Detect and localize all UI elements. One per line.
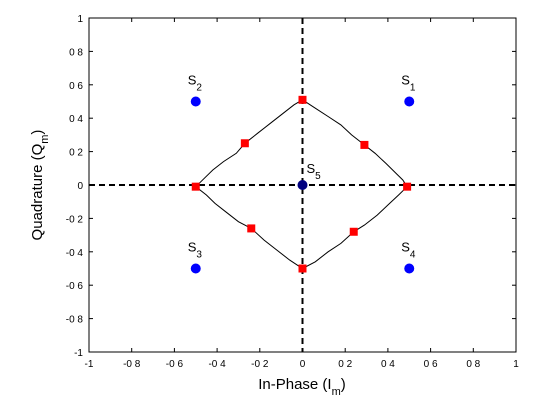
- constellation-label: S1: [401, 73, 416, 94]
- y-tick-label: -1: [74, 348, 83, 359]
- trajectory-marker: [349, 227, 358, 236]
- y-tick-label: -0 6: [66, 281, 84, 292]
- constellation-point: [297, 180, 308, 190]
- trajectory-marker: [298, 95, 307, 104]
- x-tick-label: -0 6: [166, 359, 184, 370]
- x-tick-label: 0: [300, 359, 306, 370]
- x-tick-label: -0 4: [208, 359, 226, 370]
- trajectory-markers: [191, 95, 412, 273]
- x-axis-tick-labels: -1 -0 8 -0 6 -0 4 -0 2 0 0 2 0 4 0 6 0 8 1: [85, 359, 520, 370]
- y-tick-label: -0 2: [66, 214, 84, 225]
- trajectory-marker: [240, 139, 249, 148]
- constellation-labels: S1 S2 S3 S4 S5: [188, 73, 416, 261]
- y-tick-label: 0: [77, 181, 83, 192]
- y-tick-label: 1: [77, 14, 83, 25]
- y-axis-title: Quadrature (Qm): [29, 130, 51, 241]
- x-tick-label: -1: [85, 359, 94, 370]
- x-tick-label: 0 8: [466, 359, 480, 370]
- x-tick-label: 0 6: [424, 359, 438, 370]
- trajectory-marker: [298, 264, 307, 273]
- y-tick-label: 0 8: [69, 47, 83, 58]
- constellation-label: S5: [307, 161, 322, 182]
- constellation-point: [190, 96, 201, 107]
- constellation-point: [404, 263, 415, 274]
- trajectory-marker: [191, 182, 200, 191]
- y-tick-label: 0 2: [69, 148, 83, 159]
- trajectory-marker: [247, 224, 256, 233]
- constellation-label: S3: [188, 240, 203, 261]
- constellation-points: [190, 96, 415, 274]
- y-tick-label: 0 6: [69, 81, 83, 92]
- y-tick-label: 0 4: [69, 114, 83, 125]
- x-tick-label: -0 2: [251, 359, 269, 370]
- trajectory-marker: [360, 140, 369, 149]
- y-tick-label: -0 4: [66, 248, 84, 259]
- constellation-label: S2: [188, 73, 203, 94]
- y-tick-label: -0 8: [66, 315, 84, 326]
- constellation-label: S4: [401, 240, 416, 261]
- constellation-point: [404, 96, 415, 107]
- constellation-point: [190, 263, 201, 274]
- y-axis-tick-labels: -1 -0 8 -0 6 -0 4 -0 2 0 0 2 0 4 0 6 0 8 1: [66, 14, 84, 359]
- x-axis-ticks: [88, 18, 517, 352]
- x-axis-title: In-Phase (Im): [258, 376, 346, 398]
- trajectory-marker: [403, 182, 412, 191]
- x-tick-label: 1: [513, 359, 519, 370]
- x-tick-label: 0 2: [338, 359, 352, 370]
- x-tick-label: 0 4: [381, 359, 395, 370]
- x-tick-label: -0 8: [123, 359, 141, 370]
